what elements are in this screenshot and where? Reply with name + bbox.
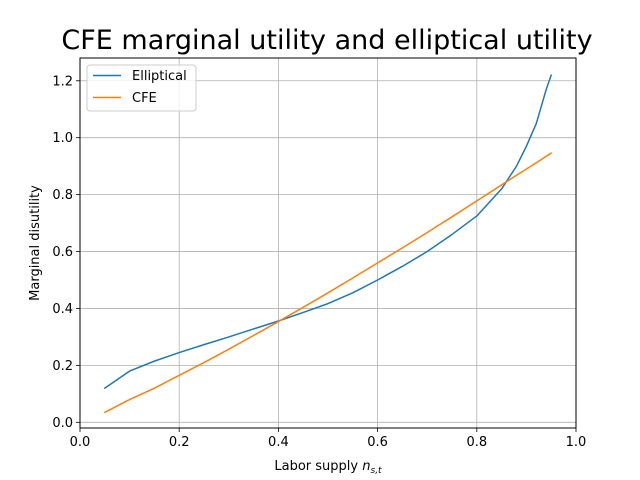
- legend-box: [86, 64, 197, 112]
- y-tick-label: 1.2: [52, 74, 73, 89]
- ticks-layer: 0.0 0.2 0.4 0.6 0.8 1.0 0.0 0.2 0.4 0.6 0.8 1.0 1.2: [52, 74, 586, 450]
- legend: Elliptical CFE: [86, 64, 197, 112]
- series-line-cfe: [104, 152, 552, 414]
- x-tick-label: 0.8: [466, 435, 487, 450]
- y-tick-label: 0.6: [52, 245, 73, 260]
- plot-frame: [79, 57, 577, 429]
- y-tick-label: 0.8: [52, 188, 73, 203]
- y-tick-label: 0.2: [52, 359, 73, 374]
- x-tick-label: 0.6: [367, 435, 388, 450]
- x-tick-label: 1.0: [566, 435, 587, 450]
- x-axis-label: Labor supply ns,t: [274, 459, 382, 476]
- x-tick-label: 0.4: [268, 435, 289, 450]
- x-tick-label: 0.0: [70, 435, 91, 450]
- y-tick-label: 0.0: [52, 416, 73, 431]
- legend-label-elliptical: Elliptical: [132, 69, 187, 84]
- y-tick-label: 1.0: [52, 131, 73, 146]
- legend-label-cfe: CFE: [132, 91, 157, 106]
- series-layer: [104, 74, 552, 414]
- grid-layer: [79, 58, 577, 428]
- x-tick-label: 0.2: [169, 435, 190, 450]
- series-line-elliptical: [104, 74, 552, 389]
- chart-title: CFE marginal utility and elliptical util…: [61, 25, 592, 56]
- y-axis-label: Marginal disutility: [28, 185, 43, 301]
- y-tick-label: 0.4: [52, 302, 73, 317]
